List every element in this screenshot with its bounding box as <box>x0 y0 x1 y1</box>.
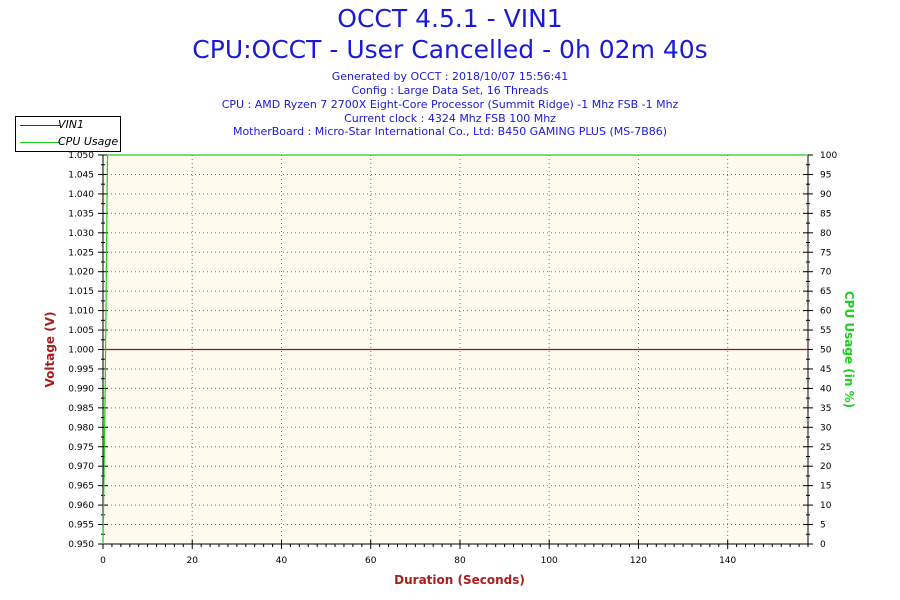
x-tick-label: 40 <box>276 556 288 566</box>
x-tick-label: 80 <box>454 556 466 566</box>
y2-tick-label: 60 <box>820 307 832 317</box>
y2-tick-label: 100 <box>820 151 837 161</box>
series-line-cpu-usage <box>102 154 808 545</box>
legend: VIN1 CPU Usage <box>15 116 121 152</box>
info-clock: Current clock : 4324 Mhz FSB 100 Mhz <box>344 112 556 125</box>
chart-title: OCCT 4.5.1 - VIN1 <box>337 4 563 33</box>
y2-tick-label: 95 <box>820 170 831 180</box>
x-axis-title: Duration (Seconds) <box>394 573 525 587</box>
y2-tick-label: 25 <box>820 443 831 453</box>
y2-tick-label: 15 <box>820 482 831 492</box>
x-tick-label: 60 <box>365 556 377 566</box>
y2-tick-label: 70 <box>820 268 832 278</box>
y-tick-label: 0.995 <box>68 365 94 375</box>
y2-tick-label: 85 <box>820 209 831 219</box>
y-tick-label: 1.020 <box>68 268 94 278</box>
y2-tick-label: 65 <box>820 287 831 297</box>
y2-tick-label: 0 <box>820 540 826 550</box>
y-tick-label: 1.030 <box>68 229 94 239</box>
y-tick-label: 0.975 <box>68 443 94 453</box>
y2-axis-title: CPU Usage (in %) <box>842 291 856 408</box>
y-tick-label: 0.990 <box>68 384 94 394</box>
y-tick-label: 0.965 <box>68 482 94 492</box>
y-tick-label: 0.950 <box>68 540 94 550</box>
y2-tick-label: 10 <box>820 501 832 511</box>
y2-tick-label: 30 <box>820 423 832 433</box>
y2-tick-label: 40 <box>820 384 832 394</box>
chart-subtitle: CPU:OCCT - User Cancelled - 0h 02m 40s <box>192 35 708 64</box>
y-tick-label: 1.010 <box>68 307 94 317</box>
y-tick-label: 1.005 <box>68 326 94 336</box>
x-tick-label: 0 <box>100 556 106 566</box>
y-tick-label: 1.040 <box>68 190 94 200</box>
legend-label-cpu-usage: CPU Usage <box>58 135 119 148</box>
y2-tick-label: 35 <box>820 404 831 414</box>
legend-item-cpu-usage: CPU Usage <box>16 134 120 150</box>
y-tick-label: 1.025 <box>68 248 94 258</box>
y2-tick-label: 20 <box>820 462 832 472</box>
info-generated: Generated by OCCT : 2018/10/07 15:56:41 <box>331 70 569 83</box>
y-tick-label: 1.035 <box>68 209 94 219</box>
legend-item-vin1: VIN1 <box>16 117 120 133</box>
legend-swatch-cpu-usage <box>20 142 60 143</box>
x-tick-label: 140 <box>719 556 736 566</box>
x-tick-label: 100 <box>541 556 558 566</box>
legend-swatch-vin1 <box>20 125 60 126</box>
y-tick-label: 0.970 <box>68 462 94 472</box>
y-tick-label: 0.980 <box>68 423 94 433</box>
y-tick-label: 0.955 <box>68 521 94 531</box>
info-config: Config : Large Data Set, 16 Threads <box>351 84 549 97</box>
y-tick-label: 0.985 <box>68 404 94 414</box>
info-motherboard: MotherBoard : Micro-Star International C… <box>232 125 668 138</box>
y-tick-label: 0.960 <box>68 501 94 511</box>
y2-tick-label: 50 <box>820 346 832 356</box>
y-tick-label: 1.015 <box>68 287 94 297</box>
x-tick-label: 20 <box>187 556 199 566</box>
y2-tick-label: 75 <box>820 248 831 258</box>
x-tick-label: 120 <box>630 556 647 566</box>
y-tick-label: 1.050 <box>68 151 94 161</box>
y-tick-label: 1.000 <box>68 346 94 356</box>
info-cpu: CPU : AMD Ryzen 7 2700X Eight-Core Proce… <box>221 98 679 111</box>
y2-tick-label: 80 <box>820 229 832 239</box>
y2-tick-label: 45 <box>820 365 831 375</box>
y2-tick-label: 55 <box>820 326 831 336</box>
y-tick-label: 1.045 <box>68 170 94 180</box>
legend-label-vin1: VIN1 <box>58 118 84 131</box>
y2-tick-label: 5 <box>820 521 826 531</box>
y2-tick-label: 90 <box>820 190 832 200</box>
y-axis-title: Voltage (V) <box>43 312 57 388</box>
